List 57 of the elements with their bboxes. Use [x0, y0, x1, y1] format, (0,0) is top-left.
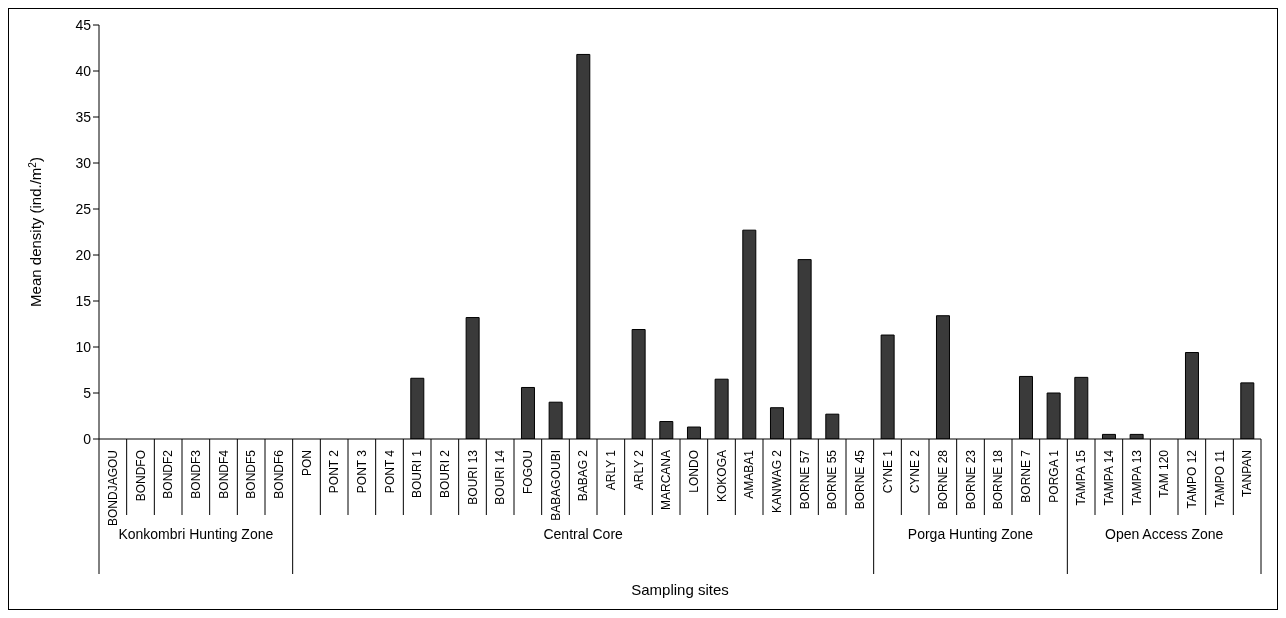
- x-tick-label: BONDF2: [161, 449, 176, 499]
- y-tick-label: 20: [75, 246, 92, 263]
- x-tick-label: BABAGOUBI: [548, 450, 563, 521]
- x-tick-label: BABAG 2: [576, 449, 591, 502]
- x-tick-label: MARCANA: [659, 450, 674, 511]
- x-tick-label: PONT 3: [354, 449, 369, 494]
- text: Konkombri Hunting Zone: [117, 525, 275, 543]
- text: Open Access Zone: [1104, 525, 1225, 543]
- y-tick-label: 5: [83, 384, 92, 401]
- x-tick-label: TAMPA 13: [1129, 449, 1144, 506]
- x-tick-label: LONDO: [686, 450, 701, 493]
- x-tick-label: BORNE 57: [797, 449, 812, 510]
- x-tick-label: BORNE 23: [963, 449, 978, 510]
- x-tick-label: BORNE 28: [935, 449, 950, 510]
- x-tick-label: BONDF6: [271, 449, 286, 499]
- x-tick-label: PORGA 1: [1046, 449, 1061, 503]
- x-tick-label: BONDFO: [133, 450, 148, 502]
- x-tick-label: TANPAN: [1240, 450, 1255, 497]
- x-tick-label: TAMPO 12: [1184, 449, 1199, 509]
- x-tick-label: PONT 2: [327, 449, 342, 494]
- y-tick-label: 45: [75, 16, 92, 33]
- x-tick-label: TAM 120: [1157, 449, 1172, 498]
- x-tick-label: BOURI 13: [465, 449, 480, 505]
- x-tick-label: BONDF5: [244, 449, 259, 499]
- y-tick-label: 0: [83, 430, 92, 447]
- text: Porga Hunting Zone: [906, 525, 1035, 543]
- x-tick-label: BORNE 55: [825, 449, 840, 510]
- x-tick-label: ARLY 2: [631, 449, 646, 491]
- x-tick-label: TAMPA 14: [1101, 449, 1116, 506]
- y-tick-label: 10: [75, 338, 92, 355]
- x-tick-label: BORNE 45: [852, 449, 867, 510]
- x-tick-label: KOKOGA: [714, 450, 729, 503]
- x-tick-label: FOGOU: [520, 450, 535, 494]
- x-axis-title: Sampling sites: [630, 581, 730, 598]
- y-tick-label: 15: [75, 292, 92, 309]
- y-tick-label: 30: [75, 154, 92, 171]
- x-tick-label: BOURI 1: [410, 449, 425, 499]
- x-tick-label: BOURI 2: [437, 449, 452, 499]
- x-tick-label: BOURI 14: [493, 449, 508, 505]
- x-tick-label: ARLY 1: [603, 449, 618, 491]
- y-tick-label: 40: [75, 62, 92, 79]
- x-tick-label: BONDJAGOU: [105, 450, 120, 527]
- x-tick-label: TAMPA 15: [1074, 449, 1089, 506]
- x-tick-label: BONDF3: [188, 449, 203, 499]
- x-tick-label: PON: [299, 450, 314, 477]
- x-tick-label: CYNE 2: [908, 449, 923, 494]
- x-tick-label: AMABA1: [742, 449, 757, 499]
- x-tick-label: CYNE 1: [880, 449, 895, 494]
- x-tick-label: PONT 4: [382, 449, 397, 494]
- y-tick-label: 25: [75, 200, 92, 217]
- x-tick-label: KANWAG 2: [769, 449, 784, 513]
- x-tick-label: BORNE 7: [1018, 449, 1033, 503]
- x-tick-label: BONDF4: [216, 449, 231, 499]
- y-tick-label: 35: [75, 108, 92, 125]
- text: Central Core: [542, 525, 624, 543]
- x-tick-label: BORNE 18: [991, 449, 1006, 510]
- x-tick-label: TAMPO 11: [1212, 449, 1227, 508]
